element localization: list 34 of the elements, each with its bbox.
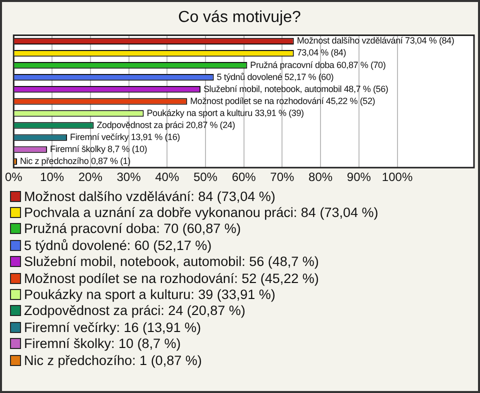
legend-label: Firemní školky: 10 (8,7 %) (24, 336, 181, 352)
data-label: Poukázky na sport a kulturu 33,91 % (39) (146, 108, 304, 118)
data-label: Firemní školky 8,7 % (10) (50, 144, 148, 154)
legend-label: Pochvala a uznání za dobře vykonanou práci: 84 (73,04 %) (24, 205, 378, 220)
x-tick-label: 50% (193, 170, 218, 184)
data-label: Služební mobil, notebook, automobil 48,7 % (56) (203, 84, 388, 94)
legend-label: Poukázky na sport a kulturu: 39 (33,91 %) (24, 287, 276, 302)
data-label: Možnost podílet se na rozhodování 45,22 % (52) (190, 96, 376, 106)
legend-label: Možnost dalšího vzdělávání: 84 (73,04 %) (24, 188, 276, 204)
legend-label: Nic z předchozího: 1 (0,87 %) (24, 352, 202, 368)
x-tick-label: 80% (308, 170, 333, 184)
x-tick-label: 70% (270, 170, 295, 184)
legend-label: 5 týdnů dovolené: 60 (52,17 %) (24, 238, 212, 253)
data-label: 73,04 % (84) (296, 48, 346, 58)
data-label: Možnost dalšího vzdělávání 73,04 % (84) (296, 36, 454, 46)
x-tick-label: 10% (40, 170, 64, 184)
data-label: Pružná pracovní doba 60,87 % (70) (250, 60, 386, 70)
data-label: 5 týdnů dovolené 52,17 % (60) (216, 72, 334, 82)
x-tick-label: 30% (116, 170, 142, 184)
data-label: Nic z předchozího 0,87 % (1) (20, 156, 131, 166)
x-tick-label: 0% (5, 170, 23, 184)
x-tick-label: 20% (78, 170, 103, 184)
legend-label: Služební mobil, notebook, automobil: 56 (48,7 %) (24, 254, 319, 270)
legend-label: Pružná pracovní doba: 70 (60,87 %) (24, 221, 241, 236)
x-tick-label: 60% (232, 170, 256, 184)
data-label: Zodpovědnost za práci 20,87 % (24) (96, 120, 236, 130)
legend-label: Možnost podílet se na rozhodování: 52 (45,22 %) (24, 270, 319, 286)
legend-label: Zodpovědnost za práci: 24 (20,87 %) (24, 303, 246, 318)
x-tick-label: 40% (155, 170, 180, 184)
x-tick-label: 90% (346, 170, 372, 184)
legend-label: Firemní večírky: 16 (13,91 %) (24, 320, 202, 335)
data-label: Firemní večírky 13,91 % (16) (70, 132, 180, 142)
chart-title: Co vás motivuje? (178, 9, 301, 26)
x-tick-label: 100% (382, 170, 413, 184)
